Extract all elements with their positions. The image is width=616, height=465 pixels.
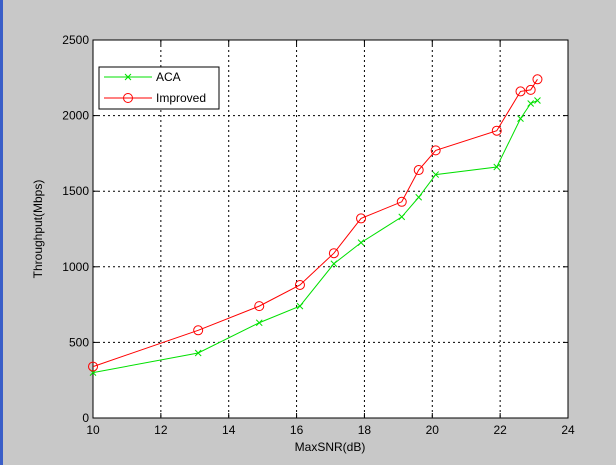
- data-point-aca: [493, 163, 501, 171]
- series-aca: [89, 97, 541, 376]
- data-point-improved: [356, 213, 367, 224]
- data-point-improved: [294, 279, 305, 290]
- data-point-improved: [328, 248, 339, 259]
- y-tick-label: 0: [82, 411, 89, 425]
- data-point-improved: [413, 165, 424, 176]
- data-point-aca: [330, 260, 338, 268]
- x-tick-label: 14: [222, 423, 236, 437]
- x-tick-label: 10: [86, 423, 100, 437]
- y-tick-label: 1000: [62, 260, 89, 274]
- x-tick-label: 18: [358, 423, 372, 437]
- legend-marker-aca: [124, 73, 132, 81]
- legend-label-improved: Improved: [156, 91, 206, 105]
- data-point-aca: [357, 239, 365, 246]
- plot-frame: [92, 39, 569, 419]
- x-tick-label: 16: [290, 423, 304, 437]
- data-point-aca: [255, 319, 263, 327]
- legend: ACA Improved: [98, 66, 220, 110]
- data-point-aca: [194, 349, 202, 357]
- data-point-aca: [534, 97, 541, 104]
- y-tick-label: 1500: [62, 184, 89, 198]
- data-point-improved: [396, 196, 407, 207]
- legend-marker-improved: [123, 93, 133, 103]
- x-axis-label: MaxSNR(dB): [295, 440, 366, 454]
- data-point-aca: [398, 213, 406, 221]
- data-point-aca: [296, 302, 304, 310]
- x-tick-label: 24: [561, 423, 575, 437]
- x-tick-label: 12: [154, 423, 168, 437]
- series-line-improved: [92, 79, 538, 368]
- data-point-aca: [517, 115, 524, 122]
- series-improved: [88, 74, 543, 372]
- x-tick-label: 20: [426, 423, 440, 437]
- data-point-aca: [432, 171, 440, 178]
- series-layer: [88, 74, 543, 376]
- data-point-improved: [193, 325, 204, 336]
- legend-label-aca: ACA: [156, 70, 181, 84]
- y-tick-label: 2500: [62, 33, 89, 47]
- data-point-improved: [532, 74, 543, 85]
- data-point-aca: [415, 193, 423, 201]
- data-point-improved: [515, 86, 526, 97]
- data-point-improved: [430, 145, 441, 156]
- window-left-border: [0, 0, 3, 465]
- axis-ticks: 10 12 14 16 18 20 22 24 0 500 1000 1500 2000 2500: [62, 33, 575, 437]
- data-point-improved: [525, 84, 536, 95]
- y-axis-label: Throughput(Mbps): [31, 180, 45, 279]
- legend-box: [98, 66, 220, 110]
- y-tick-label: 2000: [62, 109, 89, 123]
- data-point-improved: [491, 125, 502, 136]
- y-tick-label: 500: [69, 335, 89, 349]
- data-point-aca: [527, 100, 535, 107]
- data-point-improved: [88, 361, 98, 372]
- x-tick-label: 22: [493, 423, 507, 437]
- data-point-improved: [254, 301, 265, 312]
- grid-lines: [93, 40, 568, 418]
